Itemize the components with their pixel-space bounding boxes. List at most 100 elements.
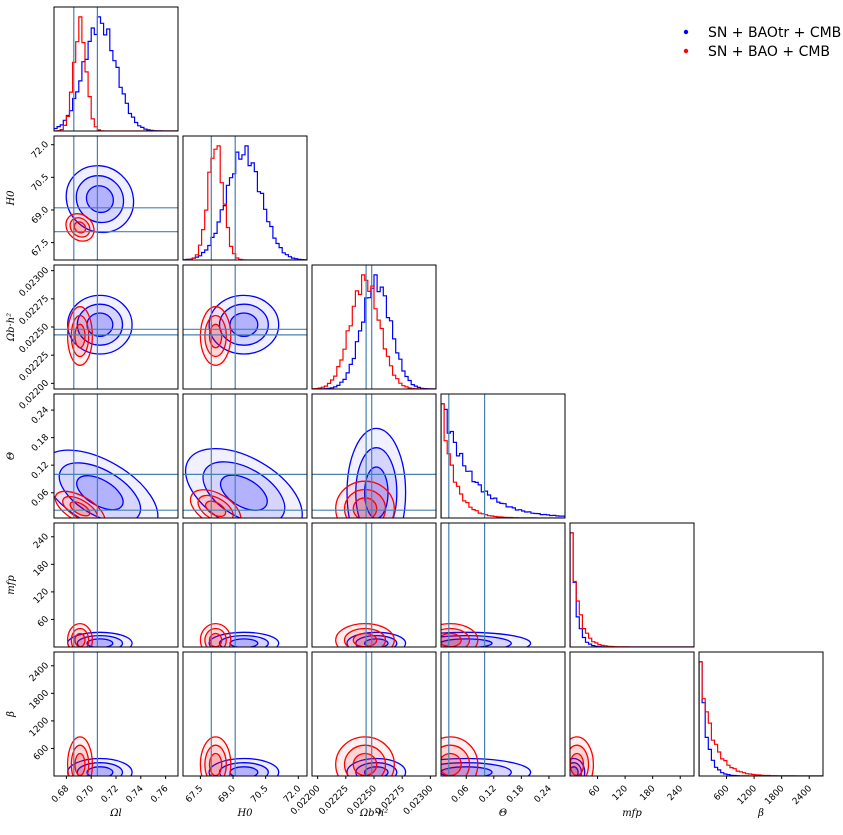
x-tick-label-theta: 0.18	[505, 784, 526, 805]
panel-h0-h0	[182, 135, 308, 261]
histogram-sn-baotr-cmb-m_fp	[570, 532, 694, 647]
y-axis-label-theta: Θ	[6, 452, 17, 460]
panel-frame	[569, 522, 695, 648]
x-axis-label-omega_l: Ωl	[109, 808, 122, 819]
contour-sn-baotr-cmb-beta-theta-level2	[441, 762, 512, 776]
panel-frame	[311, 264, 437, 390]
x-axis-label-omega_b: Ωb·h²	[359, 808, 388, 819]
y-tick-label-m_fp: 240	[32, 532, 51, 551]
contour-sn-bao-cmb-m_fp-omega_l-level3	[74, 632, 86, 647]
legend-marker-sn-bao-cmb	[683, 48, 689, 54]
contour-sn-bao-cmb-theta-h0-level1	[189, 489, 242, 518]
histogram-sn-bao-cmb-omega_l	[54, 16, 178, 131]
panel-m_fp-m_fp	[569, 522, 695, 648]
contour-sn-bao-cmb-theta-omega_b-level1	[335, 480, 395, 518]
x-tick-label-beta: 600	[712, 784, 731, 803]
contour-sn-bao-cmb-m_fp-omega_b-level3	[352, 632, 378, 647]
panel-m_fp-omega_b	[311, 522, 437, 648]
contour-sn-bao-cmb-beta-omega_b-level1	[335, 736, 395, 776]
y-tick-label-beta: 2400	[28, 661, 51, 684]
contour-sn-bao-cmb-beta-theta-level3	[441, 752, 462, 776]
contour-sn-bao-cmb-theta-omega_b-level3	[352, 497, 378, 518]
x-tick-label-omega_l: 0.72	[100, 784, 121, 805]
x-tick-label-omega_b: 0.02225	[317, 784, 350, 817]
contour-sn-bao-cmb-beta-h0-level1	[199, 736, 232, 776]
x-axis-label-theta: Θ	[499, 808, 507, 819]
x-tick-label-h0: 70.5	[249, 784, 270, 805]
x-tick-label-theta: 0.24	[533, 784, 554, 805]
x-tick-label-m_fp: 60	[587, 784, 602, 799]
panel-beta-theta: 0.06 0.12 0.18 0.24 Θ	[440, 651, 566, 819]
contour-sn-bao-cmb-omega_b-omega_l-level2	[70, 314, 90, 358]
panels: 67.569.070.572.0H00.022000.022250.022500…	[6, 6, 824, 819]
panel-frame	[311, 393, 437, 519]
y-tick-label-omega_b: 0.02225	[18, 350, 51, 383]
contour-sn-baotr-cmb-m_fp-omega_l-level3	[86, 638, 114, 647]
x-tick-label-omega_l: 0.70	[75, 784, 96, 805]
y-tick-label-theta: 0.06	[30, 488, 51, 509]
histogram-sn-bao-cmb-theta	[441, 403, 565, 518]
x-tick-label-theta: 0.06	[450, 784, 471, 805]
histogram-sn-bao-cmb-beta	[699, 661, 823, 776]
contour-sn-bao-cmb-beta-theta-level2	[441, 744, 471, 776]
panel-m_fp-theta	[440, 522, 566, 648]
x-tick-label-h0: 67.5	[184, 784, 205, 805]
contour-sn-bao-cmb-theta-omega_l-level3	[69, 501, 91, 517]
panel-h0-omega_l: 67.5 69.0 70.5 72.0 H0	[6, 135, 179, 261]
histogram-sn-bao-cmb-h0	[183, 145, 307, 260]
x-tick-label-h0: 69.0	[217, 784, 238, 805]
legend-label-sn-baotr-cmb: SN + BAOtr + CMB	[708, 25, 841, 41]
contour-sn-bao-cmb-beta-omega_b-level2	[343, 744, 387, 776]
panel-frame	[53, 522, 179, 648]
contour-sn-baotr-cmb-beta-omega_l-level3	[86, 766, 114, 776]
contour-sn-bao-cmb-m_fp-h0-level1	[199, 622, 232, 647]
histogram-sn-baotr-cmb-beta	[699, 661, 823, 776]
y-tick-label-theta: 0.24	[30, 405, 51, 426]
panel-frame	[182, 135, 308, 261]
contour-sn-baotr-cmb-omega_b-h0-level3	[229, 312, 259, 338]
x-tick-label-omega_l: 0.74	[125, 784, 146, 805]
panel-m_fp-h0	[182, 522, 308, 648]
contour-sn-bao-cmb-m_fp-theta-level1	[441, 622, 479, 647]
contour-sn-bao-cmb-m_fp-theta-level3	[441, 632, 462, 647]
x-axis-label-m_fp: mfp	[622, 808, 642, 819]
y-tick-label-omega_b: 0.02300	[18, 265, 52, 299]
panel-frame	[440, 522, 566, 648]
histogram-sn-baotr-cmb-theta	[441, 403, 565, 518]
y-tick-label-omega_b: 0.02275	[18, 294, 51, 327]
y-tick-label-omega_b: 0.02250	[18, 322, 52, 356]
y-tick-label-m_fp: 120	[32, 587, 51, 606]
contour-sn-bao-cmb-beta-omega_l-level3	[74, 752, 86, 776]
panel-theta-omega_l: 0.06 0.12 0.18 0.24 Θ	[6, 393, 179, 519]
contour-sn-bao-cmb-omega_b-h0-level2	[204, 314, 227, 358]
y-tick-label-beta: 1800	[28, 688, 51, 711]
panel-frame	[569, 651, 695, 777]
contour-sn-bao-cmb-omega_b-h0-level3	[208, 323, 223, 349]
panel-frame	[53, 6, 179, 132]
contour-sn-baotr-cmb-theta-omega_l-level1	[54, 449, 159, 518]
panel-frame	[182, 522, 308, 648]
y-tick-label-beta: 1200	[28, 716, 51, 739]
contour-sn-bao-cmb-omega_b-omega_l-level3	[74, 323, 86, 349]
contour-sn-bao-cmb-h0-omega_l-level1	[65, 213, 95, 242]
panel-beta-omega_l: 0.68 0.70 0.72 0.74 0.76 Ωl 600 1200 1800 2400 β	[6, 651, 179, 819]
contour-sn-bao-cmb-beta-m_fp-level3	[570, 752, 585, 776]
y-tick-label-h0: 70.5	[30, 172, 51, 193]
panel-omega_b-omega_b	[311, 264, 437, 390]
histogram-sn-bao-cmb-omega_b	[312, 274, 436, 389]
panel-frame	[440, 393, 566, 519]
panel-frame	[53, 135, 179, 261]
histogram-sn-bao-cmb-m_fp	[570, 532, 694, 647]
contour-sn-bao-cmb-theta-h0-level3	[204, 500, 227, 518]
panel-frame	[182, 264, 308, 390]
legend: SN + BAOtr + CMB SN + BAO + CMB	[683, 25, 841, 60]
x-tick-label-omega_l: 0.76	[149, 784, 170, 805]
x-tick-label-omega_b: 0.02300	[402, 784, 436, 818]
panel-frame	[440, 651, 566, 777]
contour-sn-baotr-cmb-theta-omega_l-level3	[76, 475, 124, 511]
panel-frame	[311, 522, 437, 648]
y-tick-label-m_fp: 180	[32, 559, 51, 578]
histogram-sn-baotr-cmb-omega_l	[54, 16, 178, 131]
